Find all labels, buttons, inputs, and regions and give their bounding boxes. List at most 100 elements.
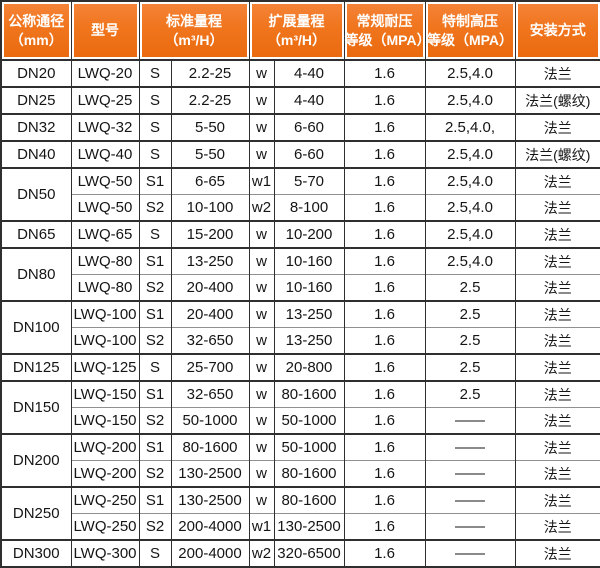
normal-pressure-cell: 1.6 (344, 408, 425, 435)
high-pressure-cell: —— (425, 408, 515, 435)
install-method-cell: 法兰 (515, 381, 600, 408)
extended-sub-range-cell: w (249, 408, 274, 435)
model-cell: LWQ-32 (71, 114, 139, 141)
standard-range-cell: 2.2-25 (171, 60, 249, 87)
install-method-cell: 法兰 (515, 248, 600, 275)
high-pressure-cell: —— (425, 434, 515, 461)
high-pressure-cell: 2.5 (425, 275, 515, 302)
table-header-row: 公称通径 （mm） 型号 标准量程 （m³/H） 扩展量程 （m³/H） 常规耐… (1, 1, 600, 60)
extended-range-cell: 6-60 (274, 141, 344, 168)
install-method-cell: 法兰 (515, 487, 600, 514)
extended-sub-range-cell: w (249, 141, 274, 168)
extended-sub-range-cell: w (249, 87, 274, 114)
high-pressure-cell: 2.5,4.0 (425, 248, 515, 275)
standard-sub-range-cell: S1 (139, 168, 171, 195)
extended-range-cell: 4-40 (274, 60, 344, 87)
extended-sub-range-cell: w (249, 114, 274, 141)
header-line: 等级（MPA） (345, 31, 425, 50)
high-pressure-cell: 2.5 (425, 301, 515, 328)
install-method-cell: 法兰(螺纹) (515, 141, 600, 168)
normal-pressure-cell: 1.6 (344, 514, 425, 541)
install-method-cell: 法兰 (515, 275, 600, 302)
standard-sub-range-cell: S (139, 141, 171, 168)
high-pressure-cell: 2.5,4.0 (425, 60, 515, 87)
spec-table-page: 公称通径 （mm） 型号 标准量程 （m³/H） 扩展量程 （m³/H） 常规耐… (0, 0, 600, 535)
standard-sub-range-cell: S1 (139, 301, 171, 328)
extended-sub-range-cell: w (249, 248, 274, 275)
dn-cell: DN250 (1, 487, 71, 540)
header-line: 等级（MPA） (426, 31, 515, 50)
standard-sub-range-cell: S2 (139, 328, 171, 355)
high-pressure-cell: 2.5,4.0 (425, 195, 515, 222)
extended-range-cell: 5-70 (274, 168, 344, 195)
normal-pressure-cell: 1.6 (344, 301, 425, 328)
high-pressure-cell: 2.5 (425, 381, 515, 408)
model-cell: LWQ-200 (71, 434, 139, 461)
model-cell: LWQ-65 (71, 221, 139, 248)
high-pressure-cell: 2.5,4.0 (425, 87, 515, 114)
model-cell: LWQ-125 (71, 354, 139, 381)
model-cell: LWQ-150 (71, 408, 139, 435)
normal-pressure-cell: 1.6 (344, 114, 425, 141)
standard-sub-range-cell: S (139, 87, 171, 114)
standard-sub-range-cell: S1 (139, 381, 171, 408)
header-model: 型号 (71, 1, 139, 60)
normal-pressure-cell: 1.6 (344, 461, 425, 488)
model-cell: LWQ-250 (71, 514, 139, 541)
dn-cell: DN80 (1, 248, 71, 301)
extended-sub-range-cell: w (249, 461, 274, 488)
high-pressure-cell: —— (425, 461, 515, 488)
standard-sub-range-cell: S2 (139, 408, 171, 435)
header-standard-range: 标准量程 （m³/H） (139, 1, 249, 60)
extended-range-cell: 80-1600 (274, 461, 344, 488)
extended-range-cell: 50-1000 (274, 434, 344, 461)
standard-range-cell: 130-2500 (171, 487, 249, 514)
standard-range-cell: 15-200 (171, 221, 249, 248)
high-pressure-cell: 2.5 (425, 354, 515, 381)
extended-sub-range-cell: w (249, 381, 274, 408)
extended-range-cell: 130-2500 (274, 514, 344, 541)
model-cell: LWQ-100 (71, 301, 139, 328)
install-method-cell: 法兰 (515, 514, 600, 541)
dn-cell: DN50 (1, 168, 71, 221)
standard-sub-range-cell: S2 (139, 195, 171, 222)
header-line: 扩展量程 (250, 12, 344, 31)
high-pressure-cell: 2.5,4.0 (425, 141, 515, 168)
extended-sub-range-cell: w (249, 60, 274, 87)
standard-range-cell: 200-4000 (171, 514, 249, 541)
header-line: （mm） (2, 31, 71, 50)
normal-pressure-cell: 1.6 (344, 487, 425, 514)
extended-range-cell: 20-800 (274, 354, 344, 381)
normal-pressure-cell: 1.6 (344, 328, 425, 355)
install-method-cell: 法兰 (515, 301, 600, 328)
header-line: 公称通径 (2, 12, 71, 31)
standard-range-cell: 5-50 (171, 114, 249, 141)
extended-range-cell: 50-1000 (274, 408, 344, 435)
normal-pressure-cell: 1.6 (344, 275, 425, 302)
model-cell: LWQ-250 (71, 487, 139, 514)
normal-pressure-cell: 1.6 (344, 141, 425, 168)
model-cell: LWQ-80 (71, 248, 139, 275)
install-method-cell: 法兰 (515, 168, 600, 195)
high-pressure-cell: —— (425, 540, 515, 567)
standard-sub-range-cell: S (139, 221, 171, 248)
standard-sub-range-cell: S1 (139, 434, 171, 461)
model-cell: LWQ-50 (71, 195, 139, 222)
extended-range-cell: 10-160 (274, 275, 344, 302)
standard-sub-range-cell: S2 (139, 461, 171, 488)
header-line: 特制高压 (426, 12, 515, 31)
model-cell: LWQ-300 (71, 540, 139, 567)
install-method-cell: 法兰 (515, 461, 600, 488)
standard-range-cell: 32-650 (171, 328, 249, 355)
high-pressure-cell: 2.5,4.0 (425, 221, 515, 248)
install-method-cell: 法兰 (515, 540, 600, 567)
